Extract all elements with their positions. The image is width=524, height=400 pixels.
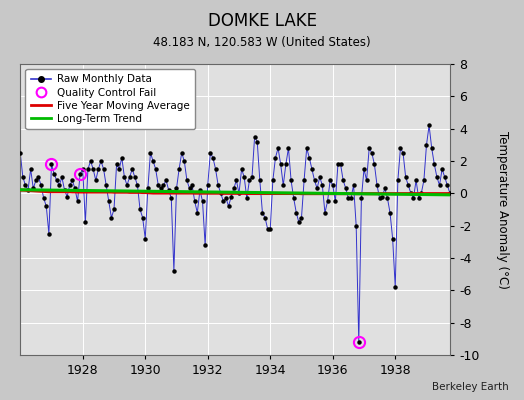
Text: 48.183 N, 120.583 W (United States): 48.183 N, 120.583 W (United States) bbox=[153, 36, 371, 49]
Legend: Raw Monthly Data, Quality Control Fail, Five Year Moving Average, Long-Term Tren: Raw Monthly Data, Quality Control Fail, … bbox=[26, 69, 194, 129]
Y-axis label: Temperature Anomaly (°C): Temperature Anomaly (°C) bbox=[496, 130, 509, 288]
Text: DOMKE LAKE: DOMKE LAKE bbox=[208, 12, 316, 30]
Text: Berkeley Earth: Berkeley Earth bbox=[432, 382, 508, 392]
